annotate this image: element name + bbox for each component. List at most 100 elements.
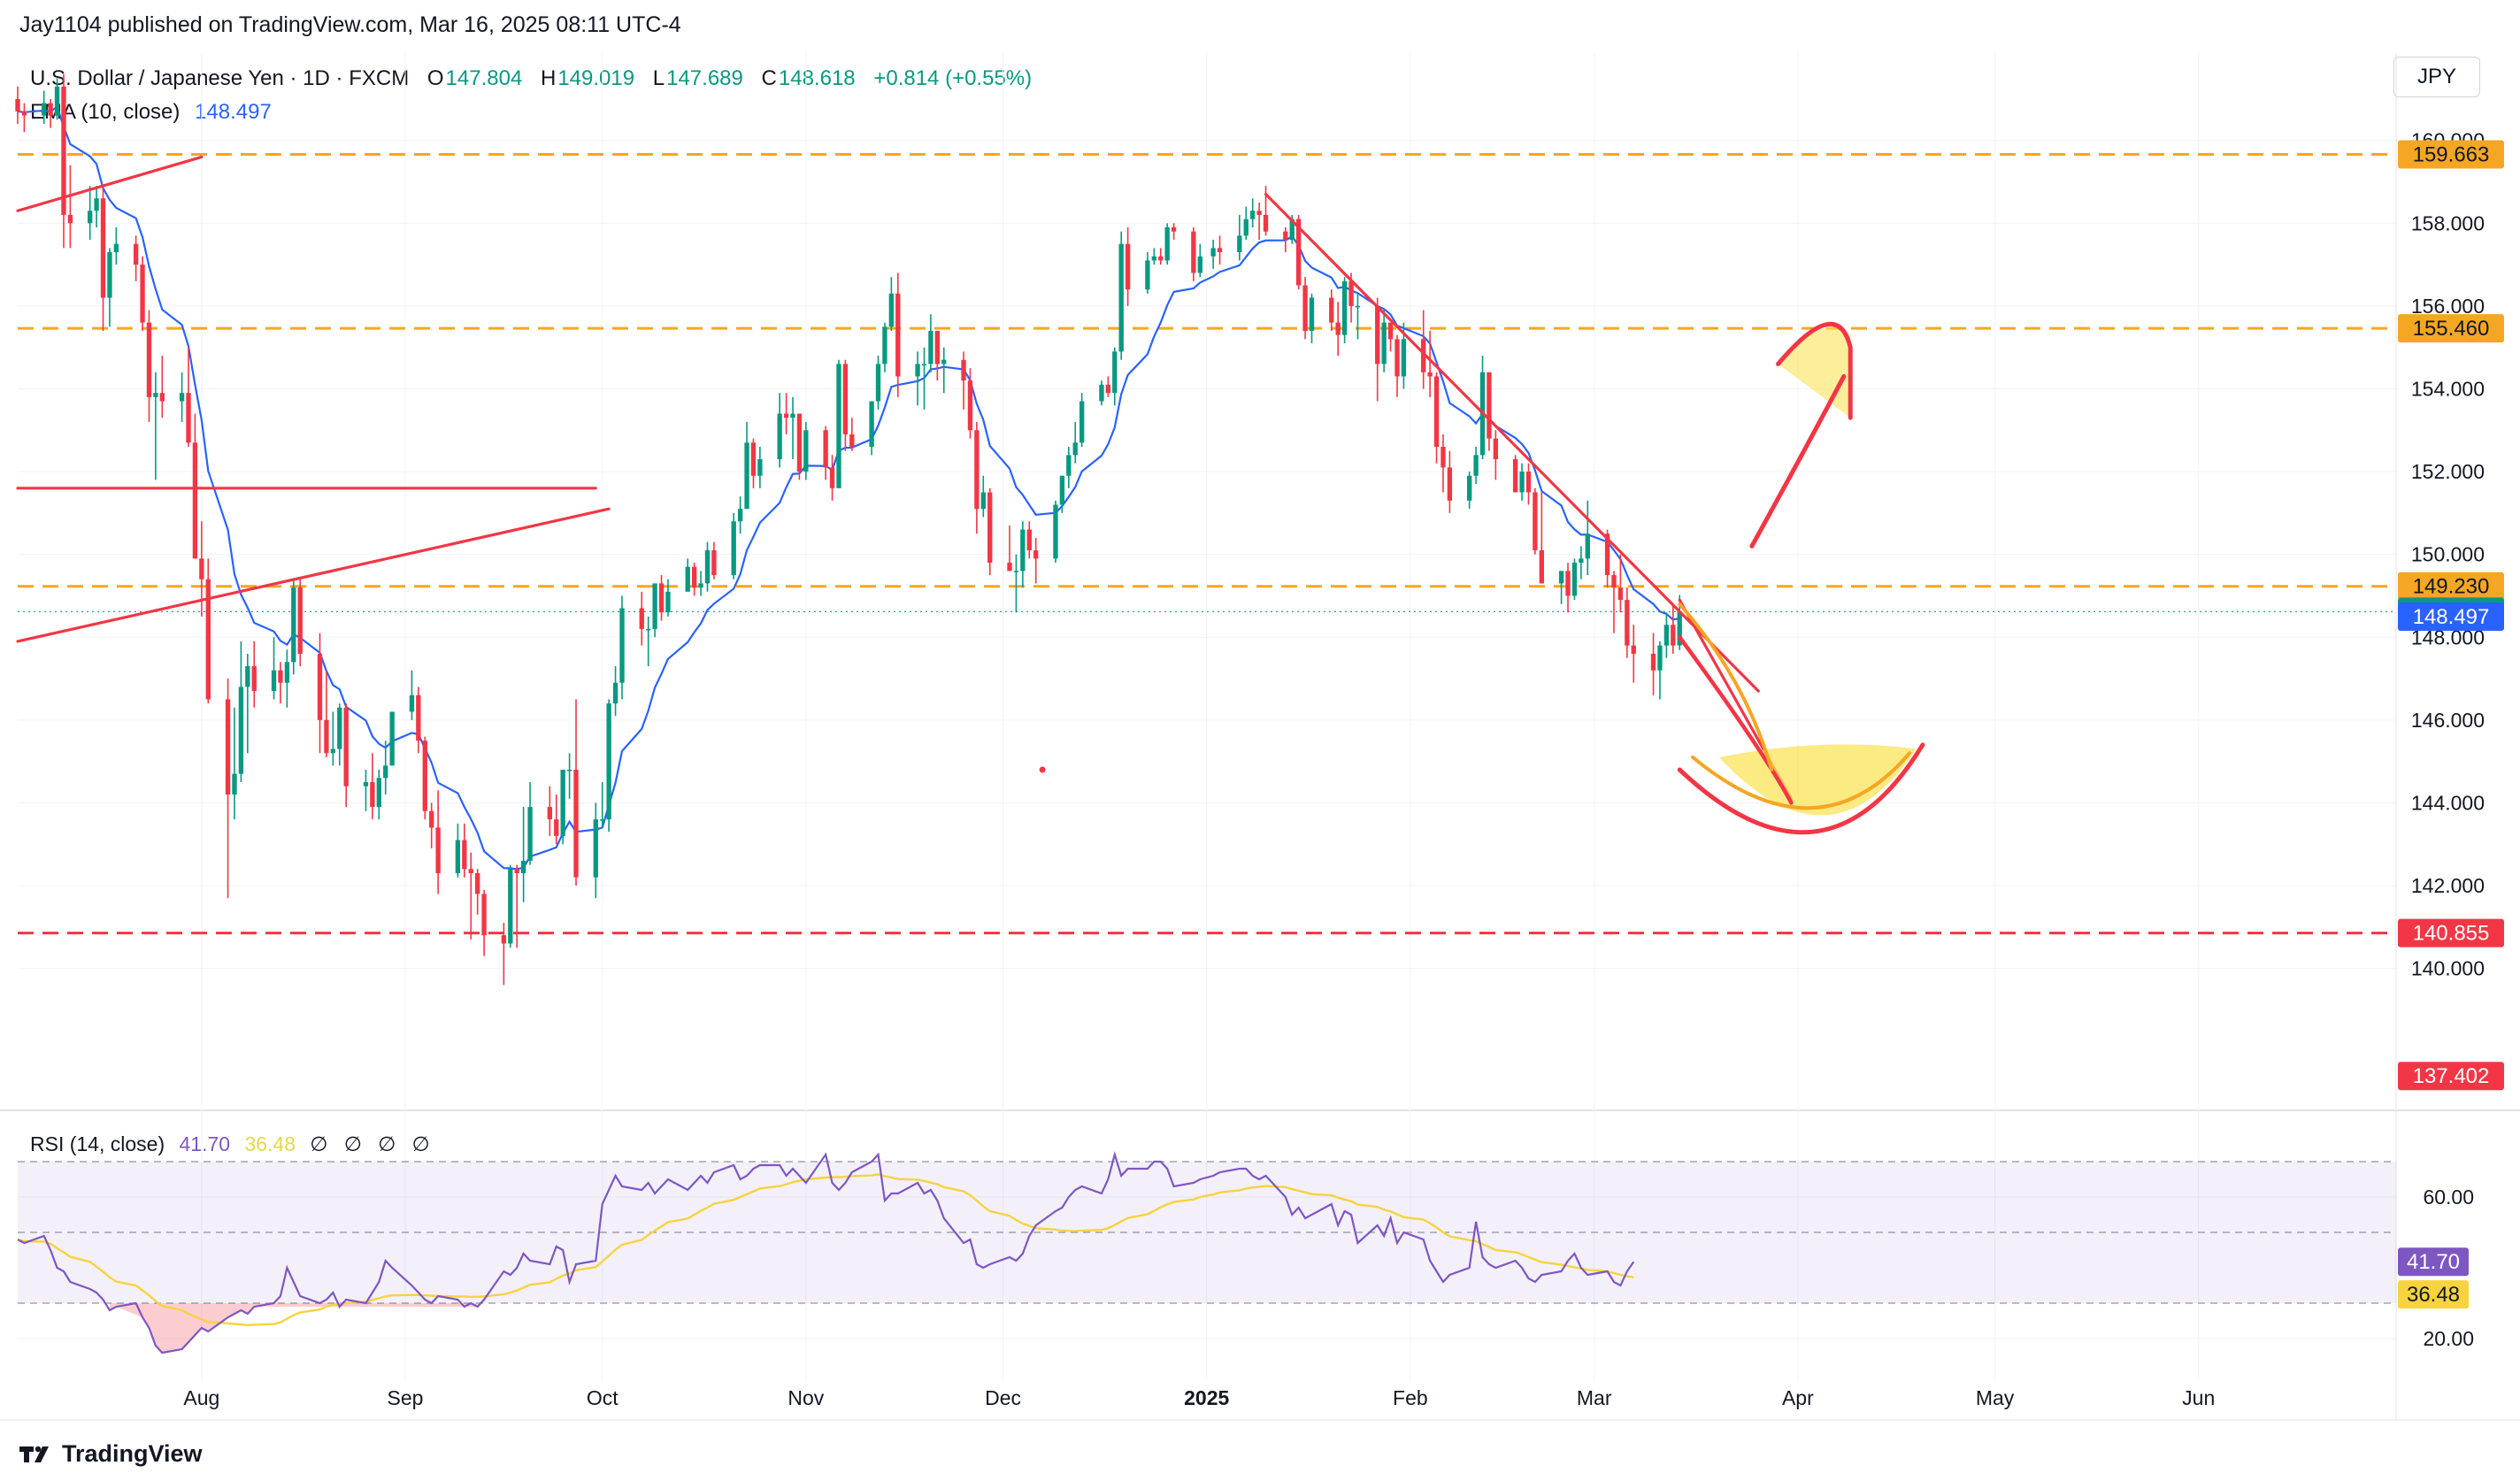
candle-body [731,521,736,576]
rsi-label[interactable]: RSI (14, close) [30,1132,165,1155]
currency-label: JPY [2416,65,2456,88]
candle-body [1335,322,1341,335]
candle-body [600,819,605,821]
candle-body [566,770,572,771]
candle-body [1355,305,1361,308]
candle [251,641,257,708]
candle [685,558,690,592]
candle-body [1433,376,1440,447]
candle [895,272,901,397]
candle [435,790,441,894]
candle [1657,641,1663,700]
down-arrow-shaft [1677,635,1794,805]
candle-body [429,810,434,828]
candle [1650,633,1656,695]
candle [921,347,927,410]
highlight-area-bottom [1718,744,1917,816]
candle-body [1026,529,1032,550]
candle-body [888,293,895,327]
candle-body [15,98,20,111]
candle-body [205,579,211,700]
candle [21,103,27,133]
candle [87,186,93,241]
candle-body [474,872,480,894]
candle-body [842,364,849,434]
symbol-title[interactable]: U.S. Dollar / Japanese Yen · 1D · FXCM [30,66,410,90]
candle-body [1401,339,1407,377]
ema-value: 148.497 [195,100,272,124]
time-tick-label: Aug [183,1386,219,1409]
candle-body [869,401,874,447]
candle [1151,248,1156,265]
candle-body [1650,653,1656,671]
candle-body [140,265,145,323]
candle-body [1394,339,1400,377]
candle [245,653,250,754]
candle-body [1191,231,1196,273]
open-key: O [426,66,444,90]
candle-body [337,707,342,749]
candle [1487,372,1492,451]
candle [1066,447,1072,488]
level-badge: 149.230 [2398,572,2504,601]
candle-body [61,86,66,215]
candle-body [21,111,27,116]
candle-body [1289,219,1295,241]
rsi-legend: RSI (14, close) 41.70 36.48 ∅ ∅ ∅ ∅ [30,1132,435,1156]
candle [107,248,112,327]
trend-line [16,507,611,643]
candle-body [1118,243,1124,352]
candle-body [1033,549,1039,559]
symbol-ohlc-row: U.S. Dollar / Japanese Yen · 1D · FXCM O… [30,62,1032,96]
candle-body [1533,492,1538,550]
candle [455,823,461,878]
candle-body [251,666,257,692]
candle-body [711,549,717,576]
candle-body [113,243,119,253]
candle-body [245,666,250,687]
candle-body [48,103,53,116]
candle [146,310,152,422]
candle-body [875,364,881,402]
candle-body [1099,384,1104,402]
level-badge-bg [2398,314,2504,343]
candle-body [1663,625,1670,646]
rsi-badge: 41.70 [2398,1247,2469,1277]
candle [934,330,941,381]
candle-body [895,293,901,377]
candle [330,711,336,766]
candle-body [921,364,927,365]
currency-button[interactable]: JPY [2393,57,2480,97]
candle [875,356,881,410]
time-tick-label: Mar [1577,1386,1612,1409]
candle-body [1565,571,1571,596]
candle [560,770,565,845]
candle [501,923,507,986]
candle-body [376,778,381,808]
rsi-tick-label: 60.00 [2423,1186,2474,1209]
candle [600,782,605,828]
candle-body [790,413,795,418]
candle [1355,293,1361,340]
candle [291,579,296,675]
candle-body [967,380,973,431]
candle-body [934,330,941,364]
price-badge-bg [2398,602,2504,631]
candle [363,770,369,811]
candle [1105,376,1111,397]
tradingview-brand[interactable]: TradingView [19,1440,203,1468]
change-value: +0.814 (+0.55%) [873,66,1033,90]
candle-body [153,393,158,397]
candle-body [803,430,809,472]
candle-body [42,103,47,116]
grid-layer [0,53,2520,1421]
candle [987,487,993,576]
candle-body [849,434,855,447]
candle [665,579,671,617]
rsi-ma-value: 36.48 [244,1132,296,1155]
candle [271,637,277,700]
candle [514,864,519,948]
candle [284,649,290,708]
candle-body [987,492,993,564]
